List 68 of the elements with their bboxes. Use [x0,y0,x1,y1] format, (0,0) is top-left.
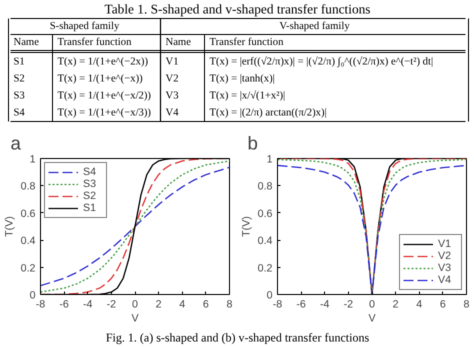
text: S3 [14,90,25,102]
y-axis-title: T(V) [240,216,253,237]
text: S2 [14,74,25,84]
y-tick-label: 0.8 [258,180,273,193]
x-tick-label: 0 [369,298,376,310]
text: T(x) = |erf((√2/π)x)| = |(√2/π) ∫₀^((√2/π)x) e^(−t²) dt| [210,56,434,68]
x-tick-label: 8 [464,298,470,310]
text: T(x) = |x/√(1+x²)| [210,90,286,102]
caption: Fig. 1. (a) s-shaped and (b) v-shaped transfer functions [106,330,370,344]
y-tick-label: 1 [30,154,36,166]
text: Name [14,37,40,48]
text: T(x) = 1/(1+e^(−x/3)) [58,108,152,118]
text: T(x) = 1/(1+e^(−x/2)) [58,90,152,102]
x-tick-label: -6 [296,298,306,310]
text: V4 [166,108,180,118]
x-tick-label: 6 [202,298,209,310]
legend-label: S2 [83,190,98,202]
text: Table 1. S-shaped and v-shaped transfer functions [104,2,370,16]
chart-title: a [10,132,22,154]
x-tick-label: 0 [132,298,138,310]
x-tick-label: -2 [344,298,354,310]
x-tick-label: 6 [440,298,446,310]
legend-label: S3 [83,178,98,190]
x-tick-label: -8 [272,298,282,310]
x-tick-label: 4 [416,298,422,310]
text: T(x) = 1/(1+e^(−x)) [58,74,144,84]
y-axis-title: T(V) [4,216,16,237]
x-tick-label: 2 [392,298,399,310]
x-tick-label: -8 [36,298,46,310]
x-tick-label: -6 [59,298,69,310]
text: S-shaped family [50,21,120,32]
x-axis-title: V [368,312,376,324]
text: Transfer function [58,37,132,48]
x-tick-label: -4 [83,298,93,310]
text: V3 [166,90,179,102]
x-tick-label: -2 [106,298,116,310]
x-tick-label: 2 [156,298,162,310]
y-tick-label: 1 [266,154,273,166]
y-tick-label: 0.4 [20,235,36,248]
legend-label: V1 [438,238,452,250]
legend-label: V4 [438,274,452,286]
x-tick-label: -4 [320,298,330,310]
y-tick-label: 0 [30,290,36,302]
x-axis-title: V [131,312,140,324]
legend-label: V2 [438,250,452,262]
text: S4 [14,108,26,118]
text: Transfer function [210,37,284,48]
text: T(x) = 1/(1+e^(−2x)) [58,56,148,68]
y-tick-label: 0.2 [258,262,273,274]
legend-label: S1 [83,202,98,214]
x-tick-label: 8 [226,298,233,310]
y-tick-label: 0.6 [20,208,36,220]
legend-label: V3 [438,262,452,274]
text: S1 [14,56,25,68]
y-tick-label: 0.8 [20,180,36,193]
y-tick-label: 0 [266,290,273,302]
legend-label: S4 [83,166,98,178]
text: V2 [166,74,179,84]
text: T(x) = |tanh(x)| [210,74,275,84]
text: T(x) = |(2/π) arctan((π/2)x)| [210,108,327,118]
y-tick-label: 0.4 [258,235,273,248]
y-tick-label: 0.2 [20,262,36,274]
y-tick-label: 0.6 [258,208,273,220]
x-tick-label: 4 [179,298,186,310]
text: V-shaped family [279,21,350,32]
text: V1 [166,56,179,68]
text: Name [166,37,192,48]
chart-title: b [248,132,258,154]
